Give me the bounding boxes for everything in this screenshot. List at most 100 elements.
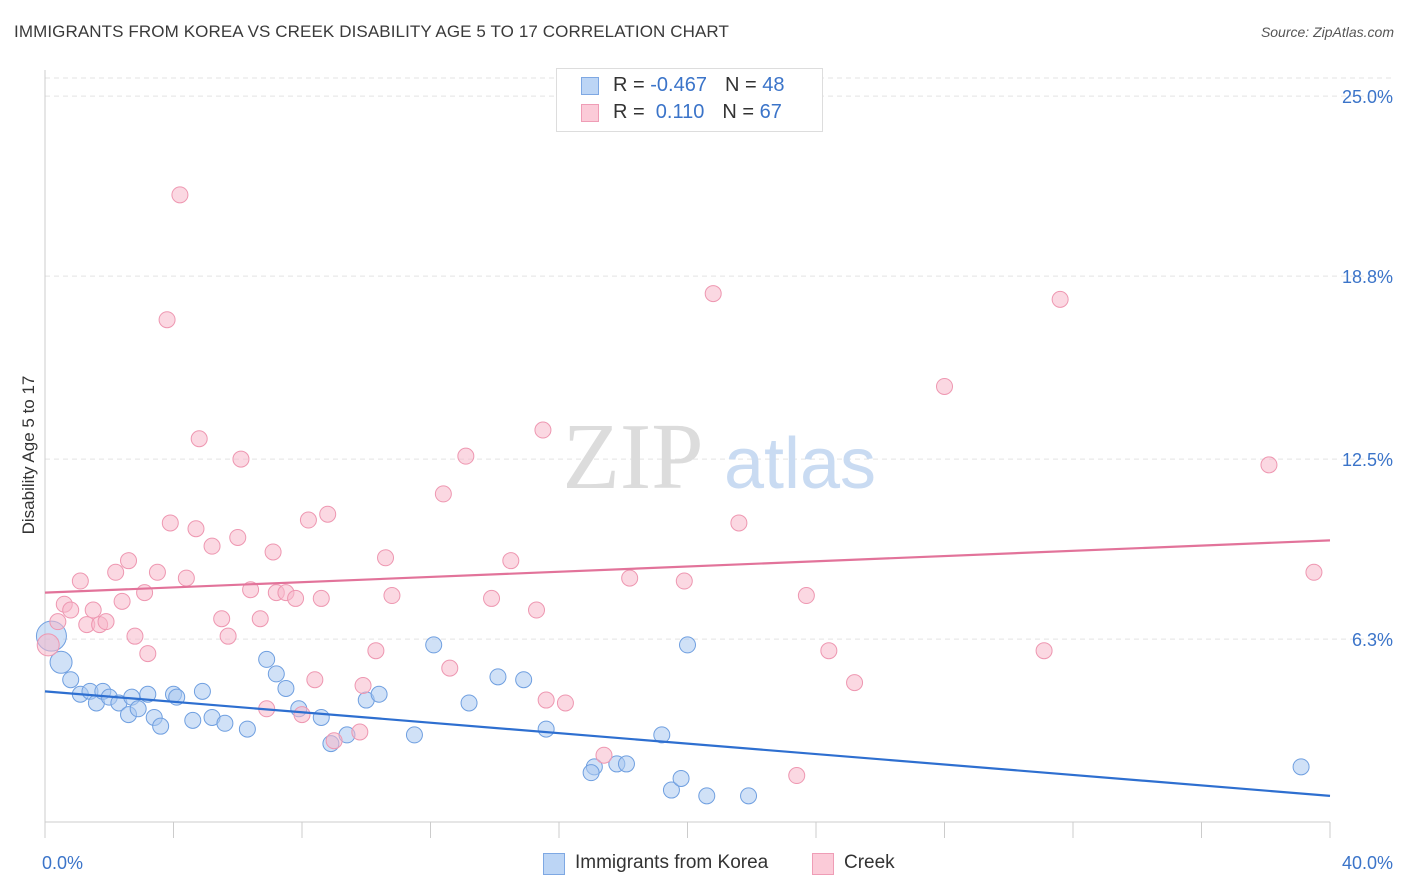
creek-point [97, 613, 115, 631]
creek-point [788, 767, 806, 785]
korea-point [662, 781, 680, 799]
creek-point [113, 592, 131, 610]
korea-point [152, 717, 170, 735]
creek-point [730, 514, 748, 532]
creek-point [621, 569, 639, 587]
creek-point [595, 746, 613, 764]
source-label: Source: ZipAtlas.com [1260, 24, 1394, 40]
creek-point [534, 421, 552, 439]
legend-r-value: 0.110 [650, 101, 705, 123]
creek-point [187, 520, 205, 538]
watermark-zip: ZIP [563, 405, 704, 509]
creek-point [820, 642, 838, 660]
creek-point [203, 537, 221, 555]
creek-point [242, 581, 260, 599]
korea-point [184, 711, 202, 729]
legend-r-value: -0.467 [650, 74, 707, 96]
legend-swatch-creek [581, 104, 599, 122]
korea-point [679, 636, 696, 654]
creek-point [936, 377, 953, 395]
legend-r-label: R = [613, 101, 651, 123]
creek-point [434, 485, 452, 503]
korea-point [193, 682, 211, 700]
creek-point [251, 610, 269, 628]
korea-point [740, 787, 758, 805]
korea-point [216, 714, 234, 732]
creek-point [139, 645, 157, 663]
korea-point [405, 726, 423, 744]
y-tick-label: 25.0% [1342, 87, 1393, 107]
watermark-atlas: atlas [724, 424, 876, 504]
legend-n-label: N = [724, 74, 763, 96]
creek-point [120, 552, 138, 570]
korea-point [62, 671, 80, 689]
legend-n-label: N = [722, 101, 760, 123]
korea-point [258, 650, 276, 668]
creek-point [1260, 456, 1278, 474]
creek-point [158, 311, 176, 329]
korea-point [312, 708, 330, 726]
legend-r-label: R = [613, 74, 651, 96]
creek-point [1305, 563, 1323, 581]
korea-point [515, 671, 533, 689]
creek-point [306, 671, 324, 689]
data-points [35, 186, 1323, 805]
creek-point [441, 659, 459, 677]
y-tick-label: 18.8% [1342, 267, 1393, 287]
creek-point [148, 563, 166, 581]
korea-point [582, 764, 600, 782]
creek-point [312, 589, 330, 607]
korea-point [267, 665, 285, 683]
creek-point [704, 285, 722, 303]
creek-point [1035, 642, 1053, 660]
creek-point [161, 514, 179, 532]
korea-point [698, 787, 716, 805]
creek-trend-line [44, 539, 1331, 594]
creek-point [483, 589, 501, 607]
creek-point [213, 610, 231, 628]
x-tick-label: 40.0% [1342, 853, 1393, 873]
creek-point [177, 569, 195, 587]
creek-point [537, 691, 555, 709]
creek-point [377, 549, 395, 567]
creek-point [383, 587, 401, 605]
creek-point [325, 732, 343, 750]
trend-lines [44, 539, 1331, 797]
grid-lines [45, 77, 1392, 640]
korea-point [49, 650, 73, 674]
creek-point [190, 430, 208, 448]
creek-point [319, 505, 337, 523]
korea-point [1292, 758, 1310, 776]
creek-point [367, 642, 385, 660]
creek-point [528, 601, 546, 619]
creek-point [62, 601, 80, 619]
chart-title: IMMIGRANTS FROM KOREA VS CREEK DISABILIT… [14, 22, 729, 41]
bottom-legend-label-creek: Creek [844, 852, 895, 873]
korea-point [489, 668, 507, 686]
creek-point [36, 633, 60, 657]
y-tick-label: 12.5% [1342, 450, 1393, 470]
creek-point [107, 563, 125, 581]
creek-point [351, 723, 369, 741]
korea-point [277, 679, 295, 697]
korea-point [537, 720, 555, 738]
creek-point [797, 587, 815, 605]
creek-point [354, 677, 372, 695]
creek-point [126, 627, 144, 645]
bottom-legend-swatch-creek [812, 853, 834, 875]
stats-legend: R = -0.467 N = 48 R = 0.110 N = 67 [556, 68, 823, 132]
creek-point [556, 694, 574, 712]
legend-n-value: 48 [762, 74, 785, 96]
legend-n-value: 67 [759, 101, 782, 123]
korea-point [238, 720, 256, 738]
creek-point [232, 450, 250, 468]
y-tick-label: 6.3% [1352, 630, 1393, 650]
creek-point [219, 627, 237, 645]
creek-point [457, 447, 475, 465]
creek-point [675, 572, 693, 590]
korea-point [672, 769, 690, 787]
y-axis-label: Disability Age 5 to 17 [19, 376, 38, 535]
legend-swatch-korea [581, 77, 599, 95]
axes [44, 70, 1331, 838]
